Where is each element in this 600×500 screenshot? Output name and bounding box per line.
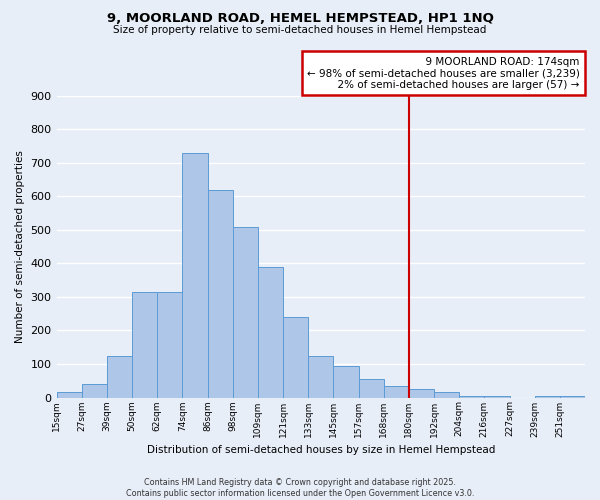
Text: 9 MOORLAND ROAD: 174sqm
← 98% of semi-detached houses are smaller (3,239)
  2% o: 9 MOORLAND ROAD: 174sqm ← 98% of semi-de… (307, 56, 580, 90)
Bar (535, 396, 560, 398)
Bar (434, 392, 459, 398)
Text: Size of property relative to semi-detached houses in Hemel Hempstead: Size of property relative to semi-detach… (113, 25, 487, 35)
Bar (383, 386, 409, 398)
Bar (82, 384, 107, 398)
Bar (56, 392, 82, 398)
Bar (334, 366, 359, 398)
Bar (107, 356, 132, 398)
Text: Contains HM Land Registry data © Crown copyright and database right 2025.
Contai: Contains HM Land Registry data © Crown c… (126, 478, 474, 498)
Bar (484, 396, 509, 398)
Bar (258, 267, 283, 398)
Bar (283, 317, 308, 398)
Y-axis label: Number of semi-detached properties: Number of semi-detached properties (15, 150, 25, 343)
Bar (208, 190, 233, 398)
Bar (308, 356, 334, 398)
Bar (359, 379, 383, 398)
X-axis label: Distribution of semi-detached houses by size in Hemel Hempstead: Distribution of semi-detached houses by … (146, 445, 495, 455)
Bar (132, 292, 157, 398)
Bar (182, 153, 208, 398)
Bar (409, 389, 434, 398)
Bar (233, 226, 258, 398)
Bar (157, 292, 182, 398)
Bar (560, 396, 585, 398)
Bar (459, 396, 484, 398)
Text: 9, MOORLAND ROAD, HEMEL HEMPSTEAD, HP1 1NQ: 9, MOORLAND ROAD, HEMEL HEMPSTEAD, HP1 1… (107, 12, 493, 26)
